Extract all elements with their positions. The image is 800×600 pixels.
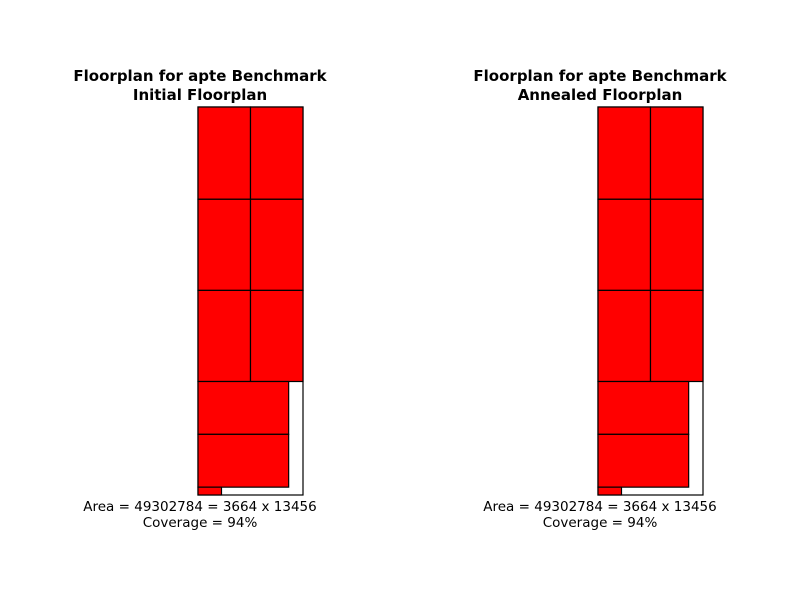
- chart-subtitle: Annealed Floorplan: [517, 86, 683, 104]
- floorplan-block-4: [649, 198, 704, 291]
- area-caption: Area = 49302784 = 3664 x 13456: [83, 499, 317, 515]
- floorplan-canvas: [597, 106, 704, 496]
- floorplan-block-8: [597, 433, 690, 488]
- floorplan-block-1: [197, 106, 252, 200]
- floorplan-block-3: [597, 198, 652, 291]
- coverage-caption: Coverage = 94%: [542, 515, 658, 531]
- floorplan-block-5: [597, 289, 652, 383]
- floorplan-block-6: [649, 289, 704, 383]
- floorplan-block-6: [249, 289, 304, 383]
- chart-subtitle: Initial Floorplan: [132, 86, 268, 104]
- annealed-floorplan-panel: Floorplan for apte Benchmark Annealed Fl…: [400, 0, 800, 600]
- floorplan-block-8: [197, 433, 290, 488]
- floorplan-block-7: [597, 380, 690, 435]
- floorplan-block-4: [249, 198, 304, 291]
- floorplan-block-9: [197, 486, 223, 496]
- floorplan-block-2: [649, 106, 704, 200]
- initial-floorplan-panel: Floorplan for apte Benchmark Initial Flo…: [73, 67, 327, 531]
- area-caption: Area = 49302784 = 3664 x 13456: [483, 499, 717, 515]
- floorplan-canvas: [197, 106, 304, 496]
- chart-title: Floorplan for apte Benchmark: [473, 67, 727, 85]
- floorplan-block-9: [597, 486, 623, 496]
- floorplan-block-5: [197, 289, 252, 383]
- chart-title: Floorplan for apte Benchmark: [73, 67, 327, 85]
- coverage-caption: Coverage = 94%: [142, 515, 258, 531]
- floorplan-block-1: [597, 106, 652, 200]
- floorplan-block-2: [249, 106, 304, 200]
- floorplan-block-3: [197, 198, 252, 291]
- floorplan-block-7: [197, 380, 290, 435]
